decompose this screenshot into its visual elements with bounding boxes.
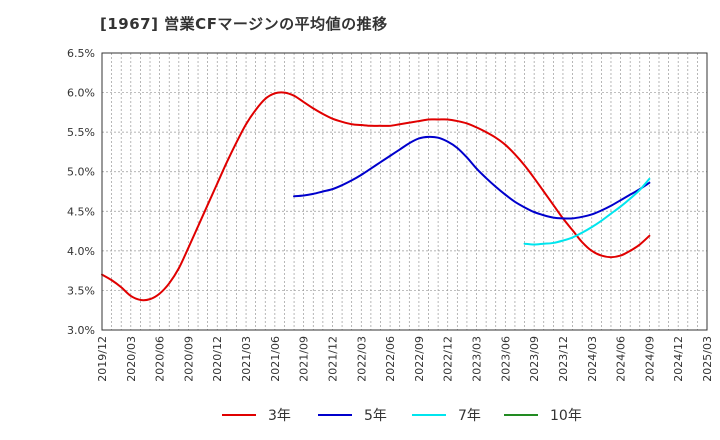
legend-item: 10年: [504, 400, 582, 430]
legend-swatch: [412, 414, 446, 416]
series-line-2: [293, 135, 651, 220]
x-tick-label: 2022/06: [384, 336, 397, 382]
y-tick-label: 6.5%: [67, 47, 95, 60]
x-tick-label: 2020/09: [182, 336, 195, 382]
y-tick-label: 4.0%: [67, 245, 95, 258]
y-tick-label: 3.0%: [67, 324, 95, 337]
y-tick-label: 6.0%: [67, 87, 95, 100]
x-tick-label: 2019/12: [96, 336, 109, 382]
legend-label: 7年: [458, 408, 481, 424]
legend: 3年 5年 7年 10年: [0, 400, 720, 430]
legend-label: 3年: [268, 408, 291, 424]
x-tick-label: 2022/03: [355, 336, 368, 382]
y-tick-label: 4.5%: [67, 205, 95, 218]
series-line-1: [101, 91, 651, 302]
x-tick-label: 2024/03: [586, 336, 599, 382]
x-tick-label: 2020/03: [125, 336, 138, 382]
legend-item: 5年: [318, 400, 387, 430]
x-tick-label: 2025/03: [701, 336, 714, 382]
y-axis-ticks: 3.0% 3.5% 4.0% 4.5% 5.0% 5.5% 6.0% 6.5%: [67, 47, 95, 337]
legend-swatch: [222, 414, 256, 416]
plot-frame: [101, 52, 708, 331]
legend-swatch: [504, 414, 538, 416]
line-chart: 3.0% 3.5% 4.0% 4.5% 5.0% 5.5% 6.0% 6.5% 2019/12…: [67, 47, 714, 382]
y-tick-label: 5.0%: [67, 166, 95, 179]
series-line-3: [523, 177, 651, 246]
x-tick-label: 2024/06: [615, 336, 628, 382]
x-tick-label: 2023/12: [557, 336, 570, 382]
x-tick-label: 2021/06: [269, 336, 282, 382]
x-tick-label: 2021/09: [298, 336, 311, 382]
legend-item: 7年: [412, 400, 481, 430]
x-tick-label: 2023/06: [499, 336, 512, 382]
x-tick-label: 2021/03: [240, 336, 253, 382]
legend-swatch: [318, 414, 352, 416]
chart-title: [1967] 営業CFマージンの平均値の推移: [100, 15, 388, 33]
x-tick-label: 2023/09: [528, 336, 541, 382]
x-tick-label: 2023/03: [471, 336, 484, 382]
series-lines: [101, 91, 651, 302]
x-tick-label: 2020/12: [211, 336, 224, 382]
x-tick-label: 2020/06: [154, 336, 167, 382]
y-tick-label: 3.5%: [67, 284, 95, 297]
x-tick-label: 2024/12: [672, 336, 685, 382]
legend-label: 10年: [550, 408, 582, 424]
x-axis-ticks: 2019/12 2020/03 2020/06 2020/09 2020/12 2021/…: [96, 336, 714, 382]
legend-label: 5年: [364, 408, 387, 424]
legend-item: 3年: [222, 400, 291, 430]
y-tick-label: 5.5%: [67, 126, 95, 139]
x-tick-label: 2022/12: [442, 336, 455, 382]
grid-lines: [102, 53, 707, 330]
plot-background: [102, 53, 707, 330]
x-tick-label: 2022/09: [413, 336, 426, 382]
x-tick-label: 2024/09: [643, 336, 656, 382]
x-tick-label: 2021/12: [326, 336, 339, 382]
